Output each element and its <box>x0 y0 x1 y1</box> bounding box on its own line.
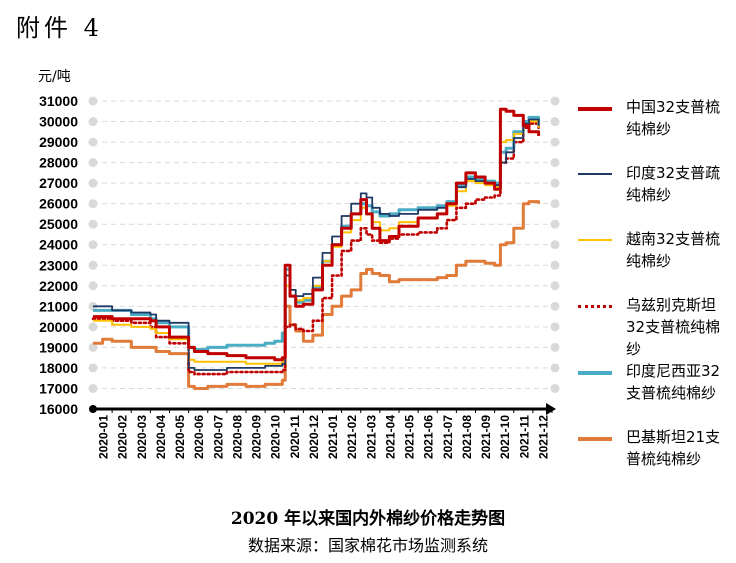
y-tick-label: 28000 <box>39 155 78 171</box>
series-line-5 <box>93 200 541 390</box>
y-tick-label: 31000 <box>39 93 78 109</box>
legend-label: 越南32支普梳纯棉纱 <box>626 230 721 270</box>
x-tick-label: 2021-10 <box>498 415 512 459</box>
grid-marker-right <box>550 178 560 188</box>
legend-label: 乌兹别克斯坦32支普梳纯棉纱 <box>626 296 721 358</box>
grid-marker-right <box>550 342 560 352</box>
x-tick-label: 2020-03 <box>135 415 149 459</box>
x-tick-label: 2020-04 <box>154 415 168 459</box>
y-tick-label: 24000 <box>39 237 78 253</box>
x-tick-label: 2021-11 <box>517 415 531 459</box>
x-tick-label: 2021-07 <box>441 415 455 459</box>
series-line-4 <box>93 115 541 351</box>
x-axis <box>89 403 556 415</box>
x-tick-label: 2020-10 <box>269 415 283 459</box>
x-tick-label: 2020-06 <box>192 415 206 459</box>
legend-label: 印度尼西亚32支普梳纯棉纱 <box>626 362 721 402</box>
x-tick-label: 2021-04 <box>383 415 397 459</box>
grid-marker-left <box>88 383 98 393</box>
grid-marker-left <box>88 219 98 229</box>
x-tick-label: 2021-01 <box>326 415 340 459</box>
x-axis-arrow <box>546 403 556 415</box>
grid-marker-left <box>88 363 98 373</box>
grid-marker-left <box>88 240 98 250</box>
grid-marker-right <box>550 117 560 127</box>
annex-label: 附件 4 <box>16 14 103 42</box>
legend-swatch <box>578 239 612 241</box>
grid-marker-left <box>88 342 98 352</box>
series-line-0 <box>93 107 541 362</box>
x-axis-ticks: 2020-01 2020-02 2020-03 2020-04 2020-05 2020-… <box>97 415 551 459</box>
y-tick-label: 17000 <box>39 380 78 396</box>
grid-marker-right <box>550 240 560 250</box>
chart-grid <box>88 96 560 393</box>
grid-marker-left <box>88 322 98 332</box>
x-tick-label: 2021-03 <box>364 415 378 459</box>
grid-marker-right <box>550 158 560 168</box>
y-tick-label: 16000 <box>39 401 78 417</box>
y-tick-label: 23000 <box>39 257 78 273</box>
y-tick-label: 22000 <box>39 278 78 294</box>
grid-marker-left <box>88 199 98 209</box>
legend-label: 中国32支普梳纯棉纱 <box>626 98 721 138</box>
x-tick-label: 2021-09 <box>479 415 493 459</box>
grid-marker-right <box>550 96 560 106</box>
grid-marker-right <box>550 281 560 291</box>
legend-swatch <box>578 107 612 111</box>
grid-marker-right <box>550 219 560 229</box>
y-tick-label: 18000 <box>39 360 78 376</box>
legend-swatch <box>578 305 612 308</box>
grid-marker-left <box>88 96 98 106</box>
chart-series <box>91 107 541 390</box>
y-tick-label: 30000 <box>39 114 78 130</box>
y-tick-label: 27000 <box>39 175 78 191</box>
x-tick-label: 2021-05 <box>403 415 417 459</box>
x-tick-label: 2021-08 <box>460 415 474 459</box>
y-axis-unit-label: 元/吨 <box>38 69 71 85</box>
y-axis-ticks: 16000 17000 18000 19000 20000 21000 22000 23000… <box>39 93 78 417</box>
x-tick-label: 2020-05 <box>173 415 187 459</box>
x-tick-label: 2021-02 <box>345 415 359 459</box>
y-tick-label: 21000 <box>39 298 78 314</box>
x-tick-label: 2020-12 <box>307 415 321 459</box>
grid-marker-right <box>550 363 560 373</box>
x-tick-label: 2020-07 <box>211 415 225 459</box>
chart-source: 数据来源：国家棉花市场监测系统 <box>247 536 488 555</box>
y-tick-label: 25000 <box>39 216 78 232</box>
y-tick-label: 26000 <box>39 196 78 212</box>
grid-marker-left <box>88 178 98 188</box>
grid-marker-right <box>550 322 560 332</box>
y-tick-label: 20000 <box>39 319 78 335</box>
chart-title: 2020 年以来国内外棉纱价格走势图 <box>230 509 506 529</box>
legend-swatch <box>578 437 612 441</box>
series-line-3 <box>91 122 540 376</box>
grid-marker-left <box>88 117 98 127</box>
grid-marker-right <box>550 137 560 147</box>
x-tick-label: 2020-11 <box>288 415 302 459</box>
grid-marker-left <box>88 260 98 270</box>
y-tick-label: 29000 <box>39 134 78 150</box>
x-tick-label: 2020-01 <box>97 415 111 459</box>
x-tick-label: 2021-12 <box>536 415 550 459</box>
x-tick-label: 2020-09 <box>250 415 264 459</box>
grid-marker-left <box>88 158 98 168</box>
x-tick-label: 2020-08 <box>230 415 244 459</box>
grid-marker-right <box>550 301 560 311</box>
x-tick-label: 2021-06 <box>422 415 436 459</box>
legend-swatch <box>578 173 612 175</box>
grid-marker-right <box>550 260 560 270</box>
grid-marker-right <box>550 199 560 209</box>
grid-marker-left <box>88 137 98 147</box>
grid-marker-left <box>88 281 98 291</box>
legend-label: 巴基斯坦21支普梳纯棉纱 <box>626 428 721 468</box>
grid-marker-right <box>550 383 560 393</box>
legend-label: 印度32支普疏纯棉纱 <box>626 164 721 204</box>
legend-swatch <box>578 371 612 375</box>
y-tick-label: 19000 <box>39 339 78 355</box>
x-tick-label: 2020-02 <box>116 415 130 459</box>
